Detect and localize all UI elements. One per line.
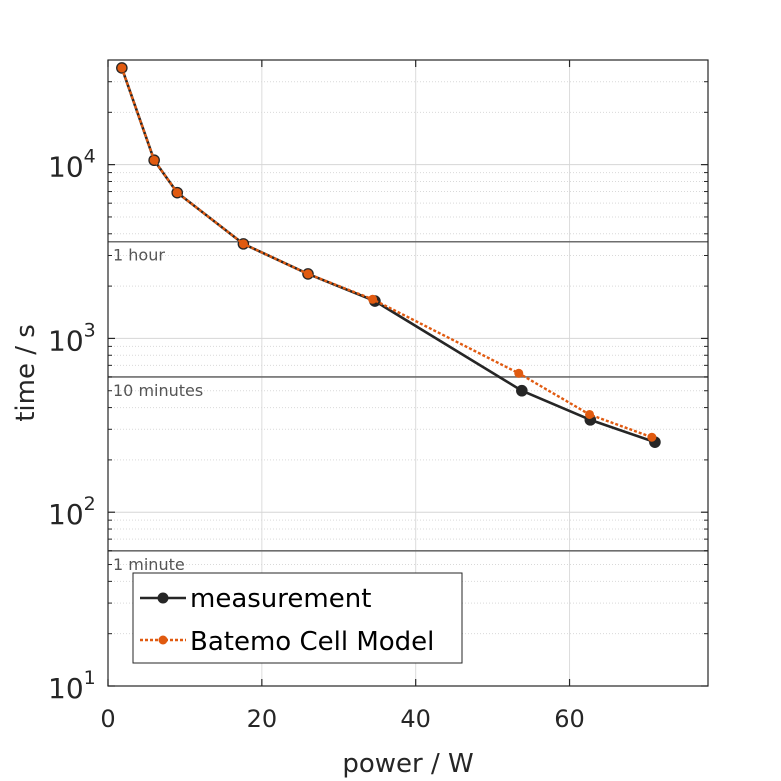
reference-line-label: 10 minutes (113, 381, 203, 400)
series (116, 62, 661, 448)
x-axis-label: power / W (342, 749, 473, 779)
data-point (585, 409, 595, 419)
data-point (117, 63, 127, 73)
data-point (516, 384, 528, 397)
legend: measurement Batemo Cell Model (132, 572, 463, 664)
legend-marker-measurement (157, 592, 169, 604)
reference-lines: 1 hour 10 minutes 1 minute (108, 240, 708, 574)
legend-box (132, 572, 463, 664)
reference-line-label: 1 hour (113, 246, 165, 265)
data-point (238, 239, 248, 249)
y-tick-label: 104 (48, 146, 96, 184)
data-point (149, 155, 159, 165)
x-tick-label: 60 (554, 705, 585, 733)
legend-label-batemo: Batemo Cell Model (190, 627, 434, 657)
y-tick-label: 101 (48, 667, 96, 705)
legend-label-measurement: measurement (190, 584, 371, 614)
data-point (368, 294, 378, 304)
y-tick-label: 102 (48, 493, 96, 531)
data-point (172, 188, 182, 198)
y-axis-label: time / s (11, 324, 41, 422)
x-tick-label: 40 (400, 705, 431, 733)
data-point (303, 269, 313, 279)
data-point (647, 432, 657, 442)
reference-line-label: 1 minute (113, 555, 185, 574)
ticks: 0 20 40 60 101 102 103 104 (48, 59, 708, 733)
y-tick-label: 103 (48, 319, 96, 357)
x-tick-label: 0 (100, 705, 115, 733)
legend-marker-batemo (158, 635, 168, 645)
x-tick-label: 20 (247, 705, 278, 733)
plot-frame (107, 59, 709, 687)
data-point (514, 368, 524, 378)
